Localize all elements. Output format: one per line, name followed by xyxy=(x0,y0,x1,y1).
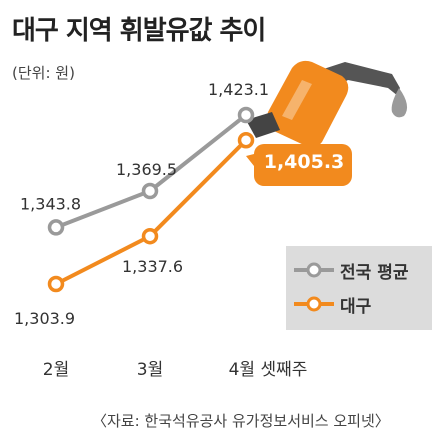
data-label-national-0: 1,343.8 xyxy=(20,194,81,213)
data-label-national-1: 1,369.5 xyxy=(116,160,177,179)
data-point-national-2 xyxy=(237,106,255,124)
x-tick-label-0: 2월 xyxy=(43,360,69,380)
legend-label-daegu: 대구 xyxy=(340,296,372,317)
legend: 전국 평균 대구 xyxy=(286,246,432,330)
chart-title: 대구 지역 휘발유값 추이 xyxy=(12,16,266,46)
highlight-callout-label: 1,405.3 xyxy=(264,151,345,173)
data-point-daegu-2 xyxy=(237,131,255,149)
data-label-daegu-0: 1,303.9 xyxy=(14,309,75,328)
legend-label-national: 전국 평균 xyxy=(340,262,409,283)
fuel-nozzle-icon xyxy=(246,60,408,148)
legend-item-national: 전국 평균 xyxy=(294,258,409,283)
data-point-national-0 xyxy=(47,219,65,236)
legend-swatch-national xyxy=(294,262,334,278)
data-point-daegu-0 xyxy=(47,275,65,293)
highlight-callout-bg xyxy=(246,144,352,186)
data-label-national-2: 1,423.1 xyxy=(208,80,269,99)
data-label-daegu-1: 1,337.6 xyxy=(122,257,183,276)
data-point-national-1 xyxy=(141,182,159,200)
unit-label: (단위: 원) xyxy=(12,64,75,82)
x-tick-label-1: 3월 xyxy=(137,360,163,380)
data-point-daegu-1 xyxy=(141,227,159,245)
x-tick-label-2: 4월 셋째주 xyxy=(229,360,308,380)
legend-swatch-daegu xyxy=(294,296,334,312)
source-note: 〈자료: 한국석유공사 유가정보서비스 오피넷〉 xyxy=(92,412,390,430)
legend-item-daegu: 대구 xyxy=(294,292,372,317)
